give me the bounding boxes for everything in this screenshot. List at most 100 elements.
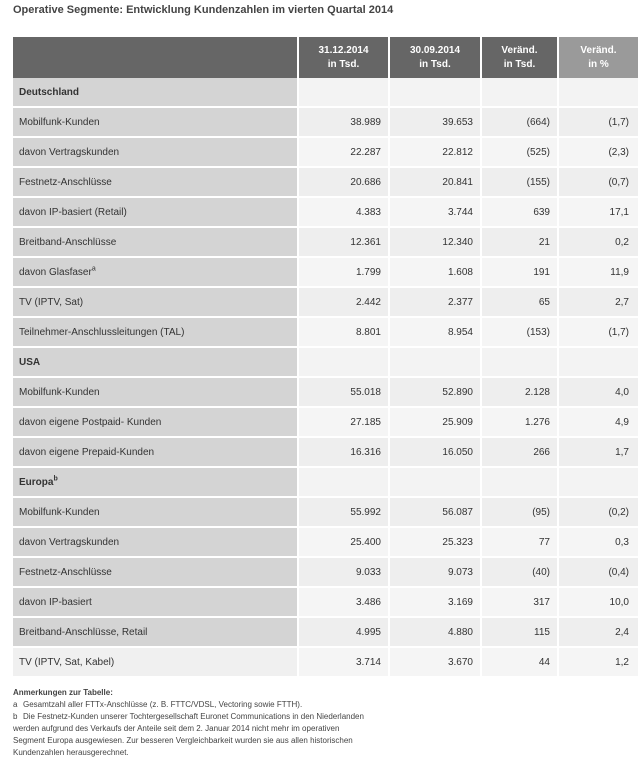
value-change-pct: 4,0 bbox=[558, 377, 638, 408]
value-31-12-2014: 55.018 bbox=[298, 377, 390, 408]
header-label-cell bbox=[13, 37, 299, 78]
table-row: davon Glasfasera 1.799 1.608 191 11,9 bbox=[13, 257, 638, 288]
value-31-12-2014: 3.714 bbox=[298, 647, 390, 678]
empty-cell bbox=[558, 78, 638, 108]
value-31-12-2014: 1.799 bbox=[298, 257, 390, 288]
value-30-09-2014: 3.169 bbox=[389, 587, 482, 618]
value-change-abs: 191 bbox=[481, 257, 559, 288]
value-30-09-2014: 25.323 bbox=[389, 527, 482, 558]
value-31-12-2014: 16.316 bbox=[298, 437, 390, 468]
note-line: b Die Festnetz-Kunden unserer Tochtergese… bbox=[13, 711, 433, 723]
header-col-30-09-2014: 30.09.2014 in Tsd. bbox=[389, 37, 482, 78]
table-row: TV (IPTV, Sat) 2.442 2.377 65 2,7 bbox=[13, 287, 638, 318]
value-change-abs: 65 bbox=[481, 287, 559, 318]
empty-cell bbox=[481, 78, 559, 108]
table-row: davon Vertragskunden 22.287 22.812 (525) (2,… bbox=[13, 137, 638, 168]
row-label: davon Vertragskunden bbox=[13, 137, 299, 168]
notes-list: a Gesamtzahl aller FTTx-Anschlüsse (z. B.… bbox=[13, 699, 433, 759]
section-row: Deutschland bbox=[13, 78, 638, 108]
row-label-text: Teilnehmer-Anschlussleitungen (TAL) bbox=[19, 326, 185, 338]
row-label: Mobilfunk-Kunden bbox=[13, 377, 299, 408]
row-label-text: Mobilfunk-Kunden bbox=[19, 506, 100, 518]
table-row: Teilnehmer-Anschlussleitungen (TAL) 8.801… bbox=[13, 317, 638, 348]
empty-cell bbox=[558, 347, 638, 378]
value-change-abs: (664) bbox=[481, 107, 559, 138]
note-text: Gesamtzahl aller FTTx-Anschlüsse (z. B. … bbox=[23, 700, 303, 709]
value-30-09-2014: 52.890 bbox=[389, 377, 482, 408]
section-label-text: Europa bbox=[19, 476, 54, 488]
value-change-pct: (0,4) bbox=[558, 557, 638, 588]
row-label-text: TV (IPTV, Sat) bbox=[19, 296, 84, 308]
empty-cell bbox=[298, 467, 390, 498]
header-text-line: in % bbox=[588, 58, 609, 70]
row-label-text: TV (IPTV, Sat, Kabel) bbox=[19, 656, 115, 668]
value-change-pct: 2,4 bbox=[558, 617, 638, 648]
value-31-12-2014: 3.486 bbox=[298, 587, 390, 618]
row-label: davon IP-basiert bbox=[13, 587, 299, 618]
value-change-abs: 2.128 bbox=[481, 377, 559, 408]
table-row: Mobilfunk-Kunden 55.992 56.087 (95) (0,2) bbox=[13, 497, 638, 528]
notes-title: Anmerkungen zur Tabelle: bbox=[13, 688, 113, 697]
value-30-09-2014: 25.909 bbox=[389, 407, 482, 438]
row-label-text: davon eigene Postpaid- Kunden bbox=[19, 416, 162, 428]
empty-cell bbox=[481, 467, 559, 498]
table-row: davon eigene Postpaid- Kunden 27.185 25.90… bbox=[13, 407, 638, 438]
value-change-abs: (525) bbox=[481, 137, 559, 168]
footnote-marker: b bbox=[53, 475, 58, 483]
value-31-12-2014: 22.287 bbox=[298, 137, 390, 168]
value-30-09-2014: 22.812 bbox=[389, 137, 482, 168]
note-text: Die Festnetz-Kunden unserer Tochtergesel… bbox=[23, 712, 364, 721]
section-label: USA bbox=[13, 347, 299, 378]
row-label: Teilnehmer-Anschlussleitungen (TAL) bbox=[13, 317, 299, 348]
table-row: Mobilfunk-Kunden 38.989 39.653 (664) (1,7) bbox=[13, 107, 638, 138]
table-header: 31.12.2014 in Tsd. 30.09.2014 in Tsd. Verä… bbox=[13, 37, 638, 78]
header-text-line: in Tsd. bbox=[503, 58, 536, 70]
value-change-abs: (95) bbox=[481, 497, 559, 528]
value-30-09-2014: 20.841 bbox=[389, 167, 482, 198]
note-line: Kundenzahlen herausgerechnet. bbox=[13, 747, 433, 759]
value-change-pct: 4,9 bbox=[558, 407, 638, 438]
value-change-abs: 44 bbox=[481, 647, 559, 678]
note-line: werden aufgrund des Verkaufs der Anteile… bbox=[13, 723, 433, 735]
footnote-marker: a bbox=[91, 265, 96, 273]
row-label: davon eigene Postpaid- Kunden bbox=[13, 407, 299, 438]
value-change-abs: 266 bbox=[481, 437, 559, 468]
value-change-pct: 0,3 bbox=[558, 527, 638, 558]
row-label: davon eigene Prepaid-Kunden bbox=[13, 437, 299, 468]
value-change-pct: 1,7 bbox=[558, 437, 638, 468]
row-label-text: Breitband-Anschlüsse, Retail bbox=[19, 626, 148, 638]
value-change-pct: 10,0 bbox=[558, 587, 638, 618]
value-31-12-2014: 20.686 bbox=[298, 167, 390, 198]
header-col-31-12-2014: 31.12.2014 in Tsd. bbox=[298, 37, 390, 78]
table-row: davon Vertragskunden 25.400 25.323 77 0,3 bbox=[13, 527, 638, 558]
value-31-12-2014: 55.992 bbox=[298, 497, 390, 528]
row-label: davon Glasfasera bbox=[13, 257, 299, 288]
note-text: Segment Europa ausgewiesen. Zur besseren… bbox=[13, 736, 353, 745]
row-label: Festnetz-Anschlüsse bbox=[13, 557, 299, 588]
value-31-12-2014: 9.033 bbox=[298, 557, 390, 588]
row-label-text: davon eigene Prepaid-Kunden bbox=[19, 446, 155, 458]
value-31-12-2014: 25.400 bbox=[298, 527, 390, 558]
value-change-abs: 21 bbox=[481, 227, 559, 258]
value-change-pct: 1,2 bbox=[558, 647, 638, 678]
row-label-text: Mobilfunk-Kunden bbox=[19, 386, 100, 398]
value-change-abs: 1.276 bbox=[481, 407, 559, 438]
value-change-pct: (2,3) bbox=[558, 137, 638, 168]
value-30-09-2014: 4.880 bbox=[389, 617, 482, 648]
empty-cell bbox=[298, 78, 390, 108]
value-change-pct: 2,7 bbox=[558, 287, 638, 318]
row-label: Festnetz-Anschlüsse bbox=[13, 167, 299, 198]
empty-cell bbox=[389, 467, 482, 498]
value-change-abs: (153) bbox=[481, 317, 559, 348]
header-col-change-pct: Veränd. in % bbox=[558, 37, 638, 78]
value-change-pct: (1,7) bbox=[558, 107, 638, 138]
value-30-09-2014: 3.744 bbox=[389, 197, 482, 228]
value-change-pct: 11,9 bbox=[558, 257, 638, 288]
customer-table: 31.12.2014 in Tsd. 30.09.2014 in Tsd. Verä… bbox=[13, 37, 638, 678]
row-label: Mobilfunk-Kunden bbox=[13, 497, 299, 528]
note-text: werden aufgrund des Verkaufs der Anteile… bbox=[13, 724, 340, 733]
value-change-pct: (0,2) bbox=[558, 497, 638, 528]
value-30-09-2014: 1.608 bbox=[389, 257, 482, 288]
table-row: Festnetz-Anschlüsse 20.686 20.841 (155) (0,7… bbox=[13, 167, 638, 198]
value-change-pct: (0,7) bbox=[558, 167, 638, 198]
